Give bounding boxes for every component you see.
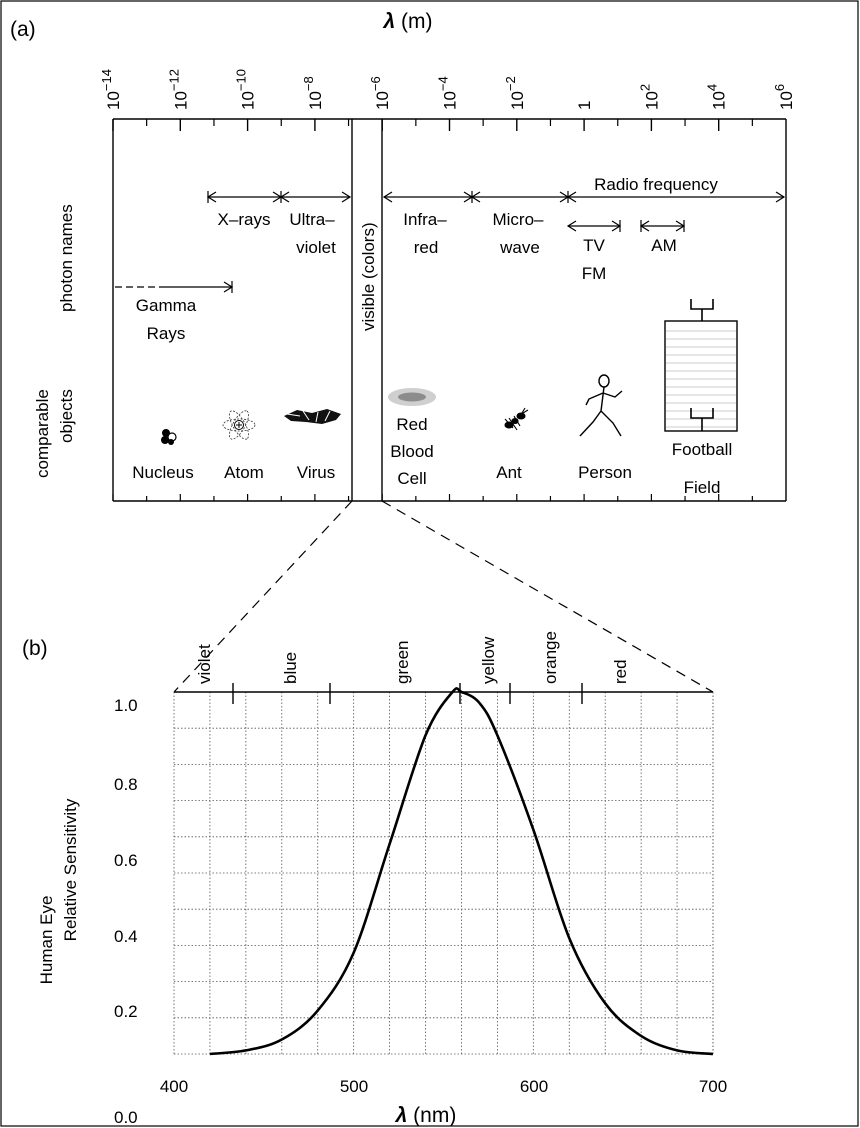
row-label-photon-names: photon names [57, 204, 76, 312]
row-label-objects-1: comparable [33, 389, 52, 478]
axis-tick-label: 102 [637, 84, 661, 110]
football-field-label-1: Football [672, 440, 732, 459]
band-ultraviolet: Ultra– violet [279, 191, 352, 257]
band-xrays: X–rays [206, 191, 283, 229]
football-field-icon [664, 299, 738, 432]
person-icon [579, 374, 623, 437]
nucleus-icon [161, 429, 177, 445]
rbc-label-3: Cell [397, 469, 426, 488]
color-band-ticks [232, 683, 583, 704]
person-label: Person [578, 463, 632, 482]
svg-text:Rays: Rays [147, 324, 186, 343]
axis-tick-label: 106 [772, 84, 796, 110]
zoom-line-right [381, 500, 714, 693]
band-am: AM [639, 220, 686, 255]
chart-y-label-2: Relative Sensitivity [61, 798, 80, 941]
y-tick-label: 0.6 [114, 851, 138, 870]
axis-tick-label: 10−10 [234, 69, 258, 110]
zoom-line-left [173, 500, 353, 693]
axis-tick-label: 10−2 [503, 76, 527, 110]
band-microwave: Micro– wave [470, 191, 570, 257]
svg-text:TV: TV [583, 236, 605, 255]
svg-text:AM: AM [651, 236, 677, 255]
ant-label: Ant [496, 463, 522, 482]
chart-y-label-1: Human Eye [37, 896, 56, 985]
y-tick-label: 0.0 [114, 1108, 138, 1127]
svg-text:Radio frequency: Radio frequency [594, 175, 718, 194]
football-field-label-2: Field [684, 478, 721, 497]
svg-text:Gamma: Gamma [136, 296, 197, 315]
y-tick-label: 1.0 [114, 696, 138, 715]
axis-tick-label: 10−6 [368, 76, 392, 110]
color-band-yellow: yellow [479, 636, 498, 684]
red-blood-cell-icon [388, 388, 436, 406]
color-band-red: red [611, 659, 630, 684]
svg-text:Infra–: Infra– [403, 210, 447, 229]
band-infrared: Infra– red [382, 191, 474, 257]
ant-icon [504, 407, 529, 431]
rbc-label-2: Blood [390, 442, 433, 461]
axis-tick-label: 10−4 [436, 76, 460, 110]
svg-text:X–rays: X–rays [218, 210, 271, 229]
band-radio-frequency: Radio frequency [566, 175, 786, 203]
panel-a-tick-labels: 10−14 10−12 10−10 10−8 10−6 10−4 10−2 1 102 104 10… [99, 69, 796, 110]
band-tv-fm: TV FM [566, 220, 622, 283]
color-band-blue: blue [281, 652, 300, 684]
atom-icon [222, 410, 256, 440]
color-band-orange: orange [541, 631, 560, 684]
virus-label: Virus [297, 463, 335, 482]
axis-tick-label: 10−12 [166, 69, 190, 110]
panel-a-label: (a) [10, 18, 36, 41]
svg-text:Micro–: Micro– [492, 210, 544, 229]
svg-text:red: red [414, 238, 439, 257]
panel-b-label: (b) [22, 637, 48, 660]
nucleus-label: Nucleus [132, 463, 193, 482]
x-tick-label: 600 [520, 1077, 548, 1096]
chart-x-label: λ (nm) [395, 1104, 457, 1127]
color-band-labels: violet blue green yellow orange red [195, 631, 630, 684]
row-label-objects-2: objects [57, 389, 76, 443]
atom-label: Atom [224, 463, 264, 482]
panel-a-axis-title: λ (m) [382, 10, 432, 33]
virus-icon [284, 409, 341, 424]
chart-x-tick-labels: 400 500 600 700 [160, 1077, 727, 1096]
x-tick-label: 700 [699, 1077, 727, 1096]
svg-text:Ultra–: Ultra– [289, 210, 335, 229]
y-tick-label: 0.4 [114, 927, 138, 946]
svg-text:FM: FM [582, 264, 607, 283]
visible-band-label: visible (colors) [359, 222, 378, 331]
rbc-label-1: Red [396, 415, 427, 434]
y-tick-label: 0.8 [114, 775, 138, 794]
chart-y-tick-labels: 0.0 0.2 0.4 0.6 0.8 1.0 [114, 696, 138, 1127]
x-tick-label: 500 [340, 1077, 368, 1096]
x-tick-label: 400 [160, 1077, 188, 1096]
color-band-green: green [393, 641, 412, 684]
axis-tick-label: 1 [575, 101, 594, 110]
band-gamma-rays: Gamma Rays [115, 281, 234, 343]
color-band-violet: violet [195, 644, 214, 684]
chart-grid [173, 691, 714, 1055]
axis-tick-label: 104 [705, 84, 729, 110]
axis-tick-label: 10−8 [301, 76, 325, 110]
svg-text:violet: violet [296, 238, 336, 257]
sensitivity-curve [209, 687, 714, 1056]
y-tick-label: 0.2 [114, 1002, 138, 1021]
axis-tick-label: 10−14 [99, 69, 123, 110]
svg-text:wave: wave [499, 238, 540, 257]
